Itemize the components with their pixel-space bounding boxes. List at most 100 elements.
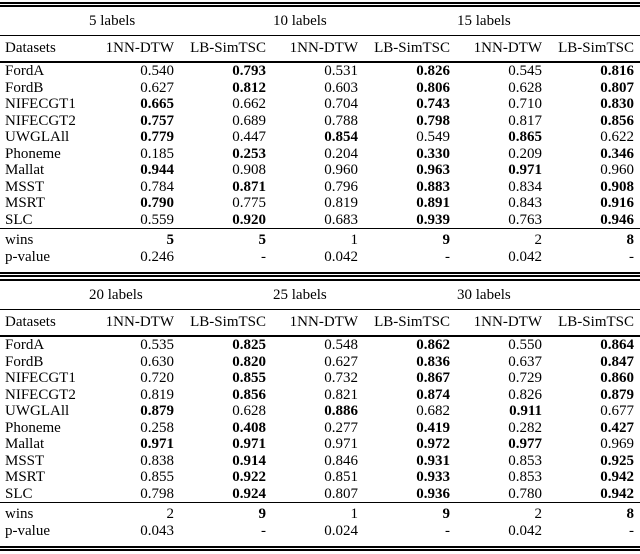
accuracy-value-cell: 0.825: [232, 337, 266, 353]
accuracy-value-cell: 0.798: [416, 112, 450, 129]
accuracy-value-cell: 0.549: [416, 129, 450, 145]
accuracy-value-cell: 0.780: [508, 485, 542, 502]
accuracy-value-cell: 0.922: [232, 469, 266, 485]
accuracy-value-cell: 0.253: [232, 145, 266, 162]
table-row: MSRT 0.790 0.775 0.819 0.891 0.843 0.916: [0, 195, 640, 212]
column-header-row: Datasets 1NN-DTW LB-SimTSC 1NN-DTW LB-SimTSC…: [0, 35, 640, 63]
accuracy-value-cell: 0.871: [232, 178, 266, 195]
accuracy-value-cell: 0.637: [508, 353, 542, 370]
accuracy-value-cell: 0.689: [232, 112, 266, 129]
accuracy-value-cell: 0.559: [140, 211, 174, 228]
accuracy-value-cell: 0.812: [232, 79, 266, 96]
accuracy-value-cell: 0.916: [600, 195, 634, 211]
datasets-column-header: Datasets: [0, 35, 88, 63]
accuracy-value-cell: 0.867: [416, 370, 450, 386]
method-column-header: 1NN-DTW: [456, 35, 548, 63]
wins-value-cell: 5: [180, 228, 272, 249]
pvalue-value-cell: 0.246: [140, 248, 174, 265]
table-row: NIFECGT2 0.819 0.856 0.821 0.874 0.826 0.879: [0, 387, 640, 404]
table-row: UWGLAll 0.879 0.628 0.886 0.682 0.911 0.677: [0, 403, 640, 420]
dataset-label: NIFECGT2: [5, 112, 76, 129]
wins-value-cell: 9: [364, 228, 456, 249]
dataset-label: MSRT: [5, 469, 45, 485]
accuracy-value-cell: 0.963: [416, 162, 450, 178]
accuracy-value-cell: 0.865: [508, 129, 542, 145]
pvalue-label: p-value: [5, 522, 50, 539]
accuracy-value-cell: 0.209: [508, 145, 542, 162]
wins-value-cell: 2: [88, 502, 180, 523]
accuracy-value-cell: 0.807: [324, 485, 358, 502]
accuracy-value-cell: 0.419: [416, 419, 450, 436]
accuracy-value-cell: 0.346: [600, 145, 634, 162]
accuracy-value-cell: 0.856: [232, 386, 266, 403]
group-header-spacer: [0, 280, 88, 310]
group-header-label: 20 labels: [88, 280, 272, 310]
table-row: Mallat 0.944 0.908 0.960 0.963 0.971 0.960: [0, 162, 640, 179]
accuracy-value-cell: 0.820: [232, 353, 266, 370]
pvalue-value-cell: -: [445, 522, 450, 539]
accuracy-value-cell: 0.683: [324, 211, 358, 228]
pvalue-value-cell: 0.042: [508, 248, 542, 265]
accuracy-value-cell: 0.682: [416, 403, 450, 419]
accuracy-value-cell: 0.779: [140, 129, 174, 145]
pvalue-value-cell: 0.024: [324, 522, 358, 539]
pvalue-value-cell: -: [261, 522, 266, 539]
accuracy-value-cell: 0.862: [416, 337, 450, 353]
wins-value-cell: 1: [272, 228, 364, 249]
accuracy-value-cell: 0.924: [232, 485, 266, 502]
accuracy-value-cell: 0.883: [416, 178, 450, 195]
dataset-label: MSRT: [5, 195, 45, 211]
accuracy-value-cell: 0.330: [416, 145, 450, 162]
group-header-label: 30 labels: [456, 280, 640, 310]
method-column-header: LB-SimTSC: [180, 35, 272, 63]
method-column-header: 1NN-DTW: [272, 35, 364, 63]
accuracy-value-cell: 0.677: [600, 403, 634, 419]
method-column-header: LB-SimTSC: [180, 309, 272, 337]
wins-value-cell: 9: [364, 502, 456, 523]
accuracy-value-cell: 0.204: [324, 145, 358, 162]
table-row: FordA 0.540 0.793 0.531 0.826 0.545 0.816: [0, 62, 640, 80]
method-column-header: LB-SimTSC: [364, 309, 456, 337]
table-row: FordB 0.630 0.820 0.627 0.836 0.637 0.847: [0, 354, 640, 371]
method-column-header: 1NN-DTW: [88, 309, 180, 337]
table-row: UWGLAll 0.779 0.447 0.854 0.549 0.865 0.622: [0, 129, 640, 146]
pvalue-value-cell: -: [445, 248, 450, 265]
pvalue-value-cell: -: [629, 248, 634, 265]
dataset-label: UWGLAll: [5, 129, 70, 145]
accuracy-value-cell: 0.855: [232, 370, 266, 386]
table-row: NIFECGT1 0.665 0.662 0.704 0.743 0.710 0.830: [0, 96, 640, 113]
accuracy-value-cell: 0.942: [600, 469, 634, 485]
pvalue-value-cell: 0.043: [140, 522, 174, 539]
accuracy-value-cell: 0.942: [600, 485, 634, 502]
accuracy-value-cell: 0.545: [508, 63, 542, 79]
accuracy-value-cell: 0.853: [508, 452, 542, 469]
accuracy-value-cell: 0.931: [416, 452, 450, 469]
dataset-label: NIFECGT1: [5, 96, 76, 112]
accuracy-value-cell: 0.793: [232, 63, 266, 79]
wins-value-cell: 2: [456, 228, 548, 249]
accuracy-value-cell: 0.732: [324, 370, 358, 386]
accuracy-value-cell: 0.408: [232, 419, 266, 436]
wins-label: wins: [0, 502, 88, 523]
pvalue-label: p-value: [5, 248, 50, 265]
dataset-label: MSST: [5, 178, 45, 195]
accuracy-value-cell: 0.819: [140, 386, 174, 403]
accuracy-value-cell: 0.630: [140, 353, 174, 370]
wins-row: wins 5 5 1 9 2 8: [0, 228, 640, 249]
accuracy-value-cell: 0.817: [508, 112, 542, 129]
accuracy-value-cell: 0.798: [140, 485, 174, 502]
accuracy-value-cell: 0.627: [140, 79, 174, 96]
accuracy-value-cell: 0.908: [232, 162, 266, 178]
method-column-header: LB-SimTSC: [548, 35, 640, 63]
dataset-label: SLC: [5, 211, 33, 228]
pvalue-value-cell: -: [629, 522, 634, 539]
accuracy-value-cell: 0.775: [232, 195, 266, 211]
group-header-spacer: [0, 4, 88, 36]
accuracy-value-cell: 0.282: [508, 419, 542, 436]
accuracy-value-cell: 0.277: [324, 419, 358, 436]
pvalue-value-cell: 0.042: [324, 248, 358, 265]
dataset-label: FordB: [5, 79, 44, 96]
group-header-label: 25 labels: [272, 280, 456, 310]
accuracy-value-cell: 0.531: [324, 63, 358, 79]
accuracy-value-cell: 0.550: [508, 337, 542, 353]
